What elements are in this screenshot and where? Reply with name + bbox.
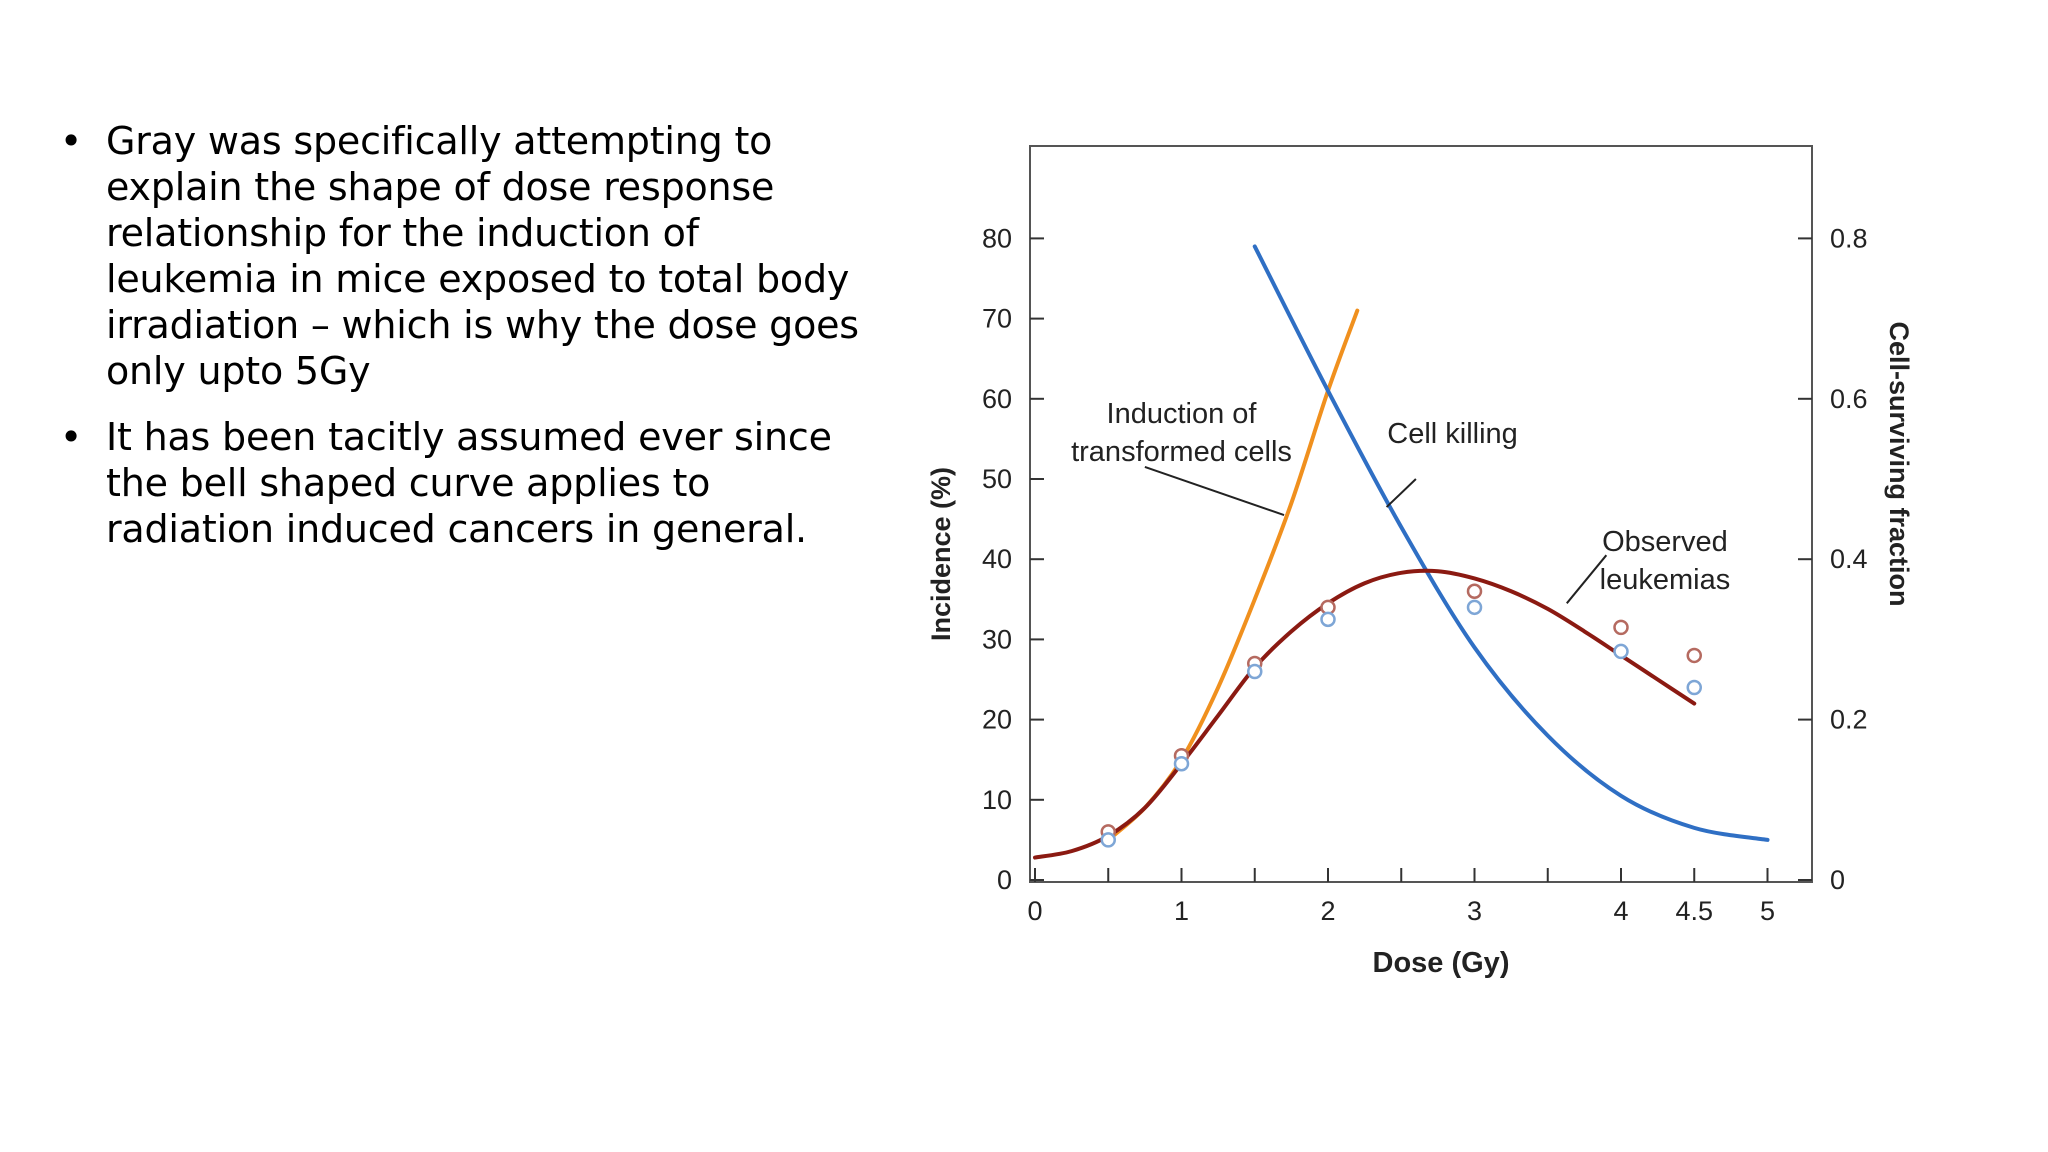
x-tick-label: 5 bbox=[1760, 896, 1775, 926]
data-point-observed-blue bbox=[1100, 832, 1116, 848]
x-axis-label: Dose (Gy) bbox=[1373, 947, 1510, 979]
data-point-observed-red bbox=[1686, 647, 1702, 664]
data-point-observed-blue bbox=[1320, 611, 1336, 628]
y-tick-label: 20 bbox=[982, 705, 1012, 735]
bullet-text: Gray was specifically attempting to expl… bbox=[106, 119, 859, 393]
y2-tick-label: 0 bbox=[1830, 865, 1845, 895]
y2-tick-label: 0.8 bbox=[1830, 223, 1868, 253]
annotation-leader bbox=[1385, 478, 1417, 508]
annotation-label: leukemias bbox=[1600, 564, 1731, 596]
series-line-observed-leukemias bbox=[1033, 568, 1697, 860]
dose-response-chart: 0 10 20 30 40 50 60 70 80 0 0.2 0.4 0.6 0.8 0 1 2 3 4 4.5 5 D… bbox=[926, 145, 1914, 979]
x-tick-label: 3 bbox=[1467, 896, 1482, 926]
bullet-item: • It has been tacitly assumed ever since… bbox=[50, 414, 880, 552]
data-point-observed-blue bbox=[1686, 679, 1702, 696]
annotation-label: transformed cells bbox=[1071, 436, 1292, 468]
y-tick-label: 40 bbox=[982, 544, 1012, 574]
plot-frame bbox=[1029, 145, 1813, 883]
data-point-observed-blue bbox=[1613, 643, 1629, 660]
x-tick-label: 0 bbox=[1027, 896, 1042, 926]
data-point-observed-blue bbox=[1466, 599, 1483, 616]
y2-axis-label: Cell-surviving fraction bbox=[1884, 321, 1914, 606]
y2-tick-label: 0.2 bbox=[1830, 705, 1868, 735]
annotation-label: Cell killing bbox=[1387, 418, 1518, 450]
y-tick-label: 0 bbox=[997, 865, 1012, 895]
data-point-observed-red bbox=[1613, 619, 1629, 636]
annotation-label: Induction of bbox=[1107, 398, 1258, 430]
annotation-label: Observed bbox=[1602, 526, 1728, 558]
y-tick-label: 70 bbox=[982, 304, 1012, 334]
y-tick-label: 10 bbox=[982, 785, 1012, 815]
annotation-leader bbox=[1566, 554, 1608, 604]
y-axis-label: Incidence (%) bbox=[926, 467, 956, 641]
y-tick-label: 80 bbox=[982, 223, 1012, 253]
bullet-list: • Gray was specifically attempting to ex… bbox=[50, 118, 880, 572]
y-tick-label: 60 bbox=[982, 384, 1012, 414]
series-line-cell-killing bbox=[1252, 244, 1770, 842]
bullet-dot: • bbox=[59, 415, 83, 459]
y2-tick-label: 0.6 bbox=[1830, 384, 1868, 414]
x-tick-label: 2 bbox=[1320, 896, 1335, 926]
bullet-text: It has been tacitly assumed ever since t… bbox=[106, 415, 832, 551]
series-line-induction-of-transformed-cells bbox=[1106, 308, 1360, 842]
y-tick-label: 50 bbox=[982, 464, 1012, 494]
x-tick-label: 1 bbox=[1174, 896, 1189, 926]
annotation-leader bbox=[1144, 466, 1285, 517]
data-point-observed-blue bbox=[1173, 755, 1190, 772]
data-point-observed-blue bbox=[1247, 663, 1263, 680]
bullet-dot: • bbox=[59, 119, 83, 163]
bullet-item: • Gray was specifically attempting to ex… bbox=[50, 118, 880, 394]
data-point-observed-red bbox=[1466, 583, 1483, 600]
y-tick-label: 30 bbox=[982, 624, 1012, 654]
x-tick-label: 4 bbox=[1613, 896, 1628, 926]
x-tick-label: 4.5 bbox=[1675, 896, 1713, 926]
y2-tick-label: 0.4 bbox=[1830, 544, 1868, 574]
